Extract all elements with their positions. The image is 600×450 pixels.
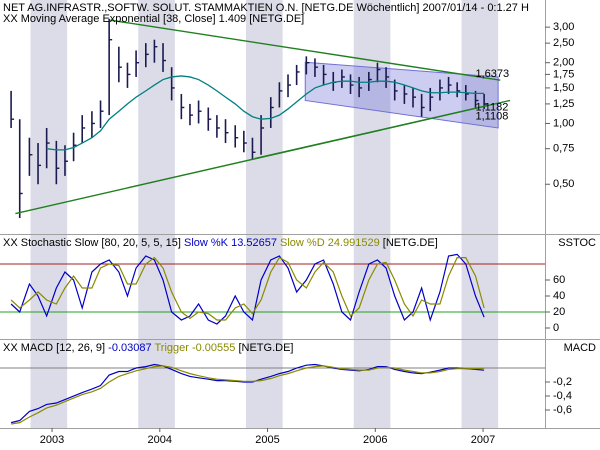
y-tick-label: 0,50	[553, 178, 574, 190]
y-tick-label: 0	[553, 322, 559, 334]
period-band	[461, 0, 499, 428]
legend-entry: XX Moving Average Exponential [38, Close…	[3, 13, 304, 25]
period-band	[30, 0, 68, 428]
y-tick-label: -0,6	[553, 404, 572, 416]
y-tick-label: 1,25	[553, 98, 574, 110]
x-tick-label: 2003	[40, 434, 64, 446]
x-tick-label: 2005	[255, 434, 279, 446]
legend-entry: Slow %K 13.52657	[184, 237, 277, 249]
period-bands	[30, 0, 499, 428]
x-tick-label: 2007	[471, 434, 495, 446]
annotation: 1,1182	[476, 102, 509, 114]
panel-header: XX MACD [12, 26, 9] -0.03087 Trigger -0.…	[3, 342, 293, 354]
series-line	[11, 365, 485, 425]
period-band	[245, 0, 283, 428]
series-line	[10, 363, 485, 424]
trend-line	[110, 19, 501, 81]
y-tick-label: -0,2	[553, 376, 572, 388]
labels: 2003 2004 2005 2006 2007 3,00 2,50 2,001,75 1,50…	[3, 2, 596, 446]
y-tick-label: 2,00	[553, 57, 574, 69]
legend-entry: Slow %D 24.991529	[280, 237, 380, 249]
period-band	[138, 0, 175, 428]
trend-line	[254, 104, 489, 160]
y-tick-label: 3,00	[553, 21, 574, 33]
chart-title: NET AG.INFRASTR.,SOFTW. SOLUT. STAMMAKTI…	[3, 2, 529, 14]
y-tick-label: 60	[553, 274, 565, 286]
y-tick-label: 2,50	[553, 37, 574, 49]
period-band	[353, 0, 391, 428]
panel-suffix: [NETG.DE]	[238, 342, 293, 354]
x-tick-label: 2004	[148, 434, 172, 446]
panel-header: XX Stochastic Slow [80, 20, 5, 5, 15] Sl…	[3, 237, 438, 249]
panel-suffix: [NETG.DE]	[383, 237, 438, 249]
price-channel	[304, 61, 499, 129]
legend-entry: -0.03087	[108, 342, 151, 354]
panel-title: XX Stochastic Slow [80, 20, 5, 5, 15]	[3, 237, 181, 249]
y-tick-label: 0,75	[553, 143, 574, 155]
y-tick-label: -0,4	[553, 390, 572, 402]
annotation: 1,1108	[476, 111, 509, 123]
panel-title: XX MACD [12, 26, 9]	[3, 342, 105, 354]
x-tick-label: 2006	[363, 434, 387, 446]
panel-label: MACD	[564, 342, 596, 354]
y-tick-label: 40	[553, 290, 565, 302]
y-tick-label: 1,00	[553, 117, 574, 129]
panel-label: SSTOC	[558, 237, 596, 249]
y-tick-label: 1,75	[553, 68, 574, 80]
series-line	[10, 256, 485, 321]
plot-area	[0, 18, 545, 425]
y-tick-label: 1,50	[553, 82, 574, 94]
y-tick-label: 20	[553, 306, 565, 318]
legend-entry: Trigger -0.00555	[154, 342, 235, 354]
series-line	[46, 75, 485, 151]
series-line	[10, 253, 485, 325]
annotation: 1,6373	[476, 68, 510, 80]
